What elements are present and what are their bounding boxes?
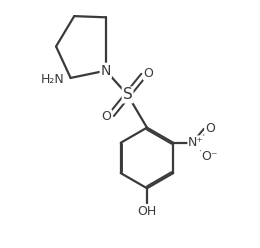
Text: N: N <box>101 64 111 78</box>
Text: OH: OH <box>137 205 157 218</box>
Text: O: O <box>144 66 154 80</box>
Text: N⁺: N⁺ <box>188 136 204 149</box>
Text: H₂N: H₂N <box>41 73 64 86</box>
Text: O: O <box>102 110 112 123</box>
Text: O⁻: O⁻ <box>202 150 218 163</box>
Text: S: S <box>123 87 132 102</box>
Text: O: O <box>205 123 215 135</box>
